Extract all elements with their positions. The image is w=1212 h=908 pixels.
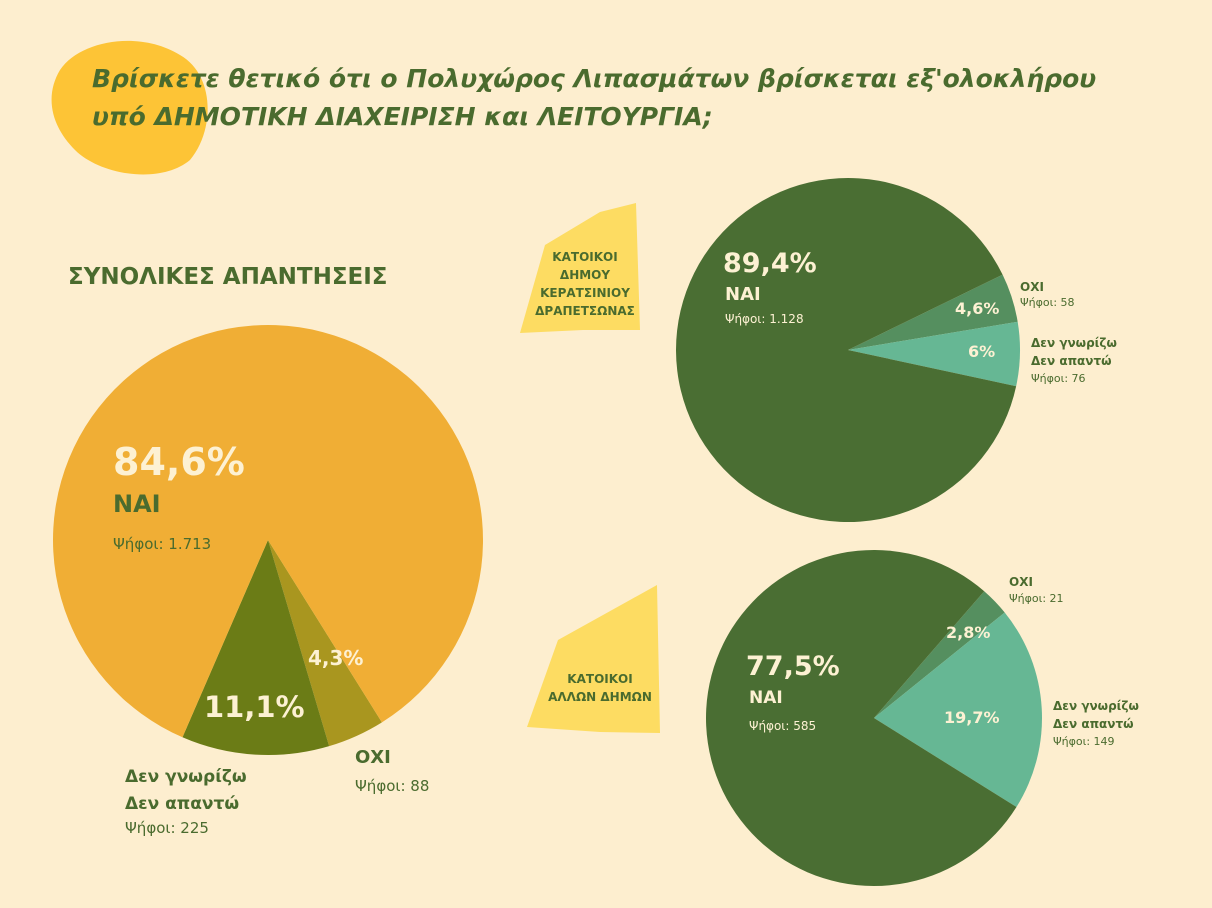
tag-shape-keratsini — [520, 203, 640, 333]
overall-no-percent: 4,3% — [308, 646, 364, 670]
title-line-1: Βρίσκετε θετικό ότι ο Πολυχώρος Λιπασμάτ… — [92, 64, 1097, 93]
tag-line: ΔΗΜΟΥ — [559, 268, 611, 282]
o-no-percent: 2,8% — [946, 623, 991, 642]
overall-dk-line2: Δεν απαντώ — [125, 794, 240, 814]
o-no-votes: Ψήφοι: 21 — [1009, 592, 1064, 605]
tag-line: ΑΛΛΩΝ ΔΗΜΩΝ — [548, 690, 652, 704]
k-no-percent: 4,6% — [955, 299, 1000, 318]
k-no-votes: Ψήφοι: 58 — [1020, 296, 1075, 309]
tag-line: ΚΕΡΑΤΣΙΝΙΟΥ — [540, 286, 630, 300]
o-dk-percent: 19,7% — [944, 708, 1000, 727]
keratsini-pie-slice-1 — [848, 274, 1018, 350]
overall-pie-slice-1 — [268, 540, 382, 747]
overall-yes-votes: Ψήφοι: 1.713 — [113, 535, 212, 553]
k-yes-label: ΝΑΙ — [725, 284, 761, 305]
overall-yes-label: ΝΑΙ — [113, 490, 161, 518]
overall-heading: ΣΥΝΟΛΙΚΕΣ ΑΠΑΝΤΗΣΕΙΣ — [68, 264, 388, 290]
tag-line: ΚΑΤΟΙΚΟΙ — [552, 250, 618, 264]
keratsini-pie-slice-2 — [848, 321, 1021, 387]
overall-no-votes: Ψήφοι: 88 — [355, 777, 430, 795]
o-no-label: ΟΧΙ — [1009, 575, 1033, 589]
overall-dk-label: Δεν γνωρίζω Δεν απαντώ — [125, 764, 247, 818]
k-yes-votes: Ψήφοι: 1.128 — [725, 312, 804, 326]
k-dk-line1: Δεν γνωρίζω — [1031, 336, 1117, 350]
o-yes-percent: 77,5% — [746, 651, 840, 682]
overall-yes-percent: 84,6% — [113, 440, 245, 484]
overall-no-label: ΟΧΙ — [355, 747, 391, 768]
o-yes-votes: Ψήφοι: 585 — [749, 719, 817, 733]
overall-dk-percent: 11,1% — [204, 690, 305, 724]
tag-line: ΔΡΑΠΕΤΣΩΝΑΣ — [535, 304, 635, 318]
k-dk-label: Δεν γνωρίζω Δεν απαντώ — [1031, 334, 1117, 370]
o-dk-votes: Ψήφοι: 149 — [1053, 735, 1115, 748]
page-title: Βρίσκετε θετικό ότι ο Πολυχώρος Λιπασμάτ… — [92, 60, 1096, 136]
overall-dk-votes: Ψήφοι: 225 — [125, 819, 209, 837]
o-dk-label: Δεν γνωρίζω Δεν απαντώ — [1053, 697, 1139, 733]
k-dk-line2: Δεν απαντώ — [1031, 354, 1112, 368]
tag-shape-other — [527, 585, 660, 733]
keratsini-pie-slice-0 — [675, 178, 1017, 522]
title-line-2: υπό ΔΗΜΟΤΙΚΗ ΔΙΑΧΕΙΡΙΣΗ και ΛΕΙΤΟΥΡΓΙΑ; — [92, 102, 713, 131]
keratsini-tag: ΚΑΤΟΙΚΟΙ ΔΗΜΟΥ ΚΕΡΑΤΣΙΝΙΟΥ ΔΡΑΠΕΤΣΩΝΑΣ — [530, 248, 640, 320]
k-yes-percent: 89,4% — [723, 248, 817, 279]
k-no-label: ΟΧΙ — [1020, 280, 1044, 294]
other-tag: ΚΑΤΟΙΚΟΙ ΑΛΛΩΝ ΔΗΜΩΝ — [540, 670, 660, 706]
k-dk-votes: Ψήφοι: 76 — [1031, 372, 1086, 385]
tag-line: ΚΑΤΟΙΚΟΙ — [567, 672, 633, 686]
o-yes-label: ΝΑΙ — [749, 688, 783, 708]
overall-pie-slice-2 — [182, 540, 330, 755]
other-pie-slice-1 — [874, 591, 1005, 718]
overall-dk-line1: Δεν γνωρίζω — [125, 767, 247, 787]
k-dk-percent: 6% — [968, 342, 996, 361]
overall-pie-slice-0 — [52, 325, 483, 738]
other-pie-slice-2 — [874, 612, 1042, 808]
o-dk-line2: Δεν απαντώ — [1053, 717, 1134, 731]
o-dk-line1: Δεν γνωρίζω — [1053, 699, 1139, 713]
title-blob — [51, 40, 208, 175]
other-pie-slice-0 — [706, 550, 1017, 887]
